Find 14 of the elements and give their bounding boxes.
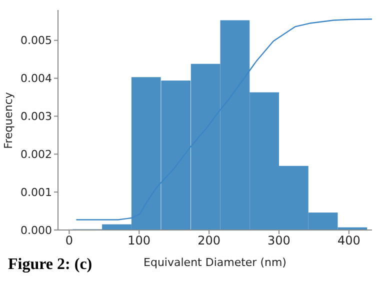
x-axis-title: Equivalent Diameter (nm) (144, 256, 286, 269)
y-axis-title: Frequency (2, 92, 15, 149)
y-tick-label: 0.000 (20, 224, 52, 237)
y-tick-label: 0.005 (20, 34, 52, 48)
x-tick-label: 0 (65, 234, 74, 248)
y-tick-label: 0.003 (20, 110, 52, 124)
caption: Figure 2: (c) (8, 256, 92, 274)
x-tick-label: 200 (198, 234, 221, 248)
x-tick-label: 400 (337, 234, 360, 248)
x-tick-label: 100 (128, 234, 151, 248)
y-tick-label: 0.004 (20, 72, 52, 86)
y-tick-label: 0.002 (20, 148, 52, 162)
x-tick-label: 300 (268, 234, 290, 248)
y-tick-label: 0.001 (20, 186, 52, 199)
